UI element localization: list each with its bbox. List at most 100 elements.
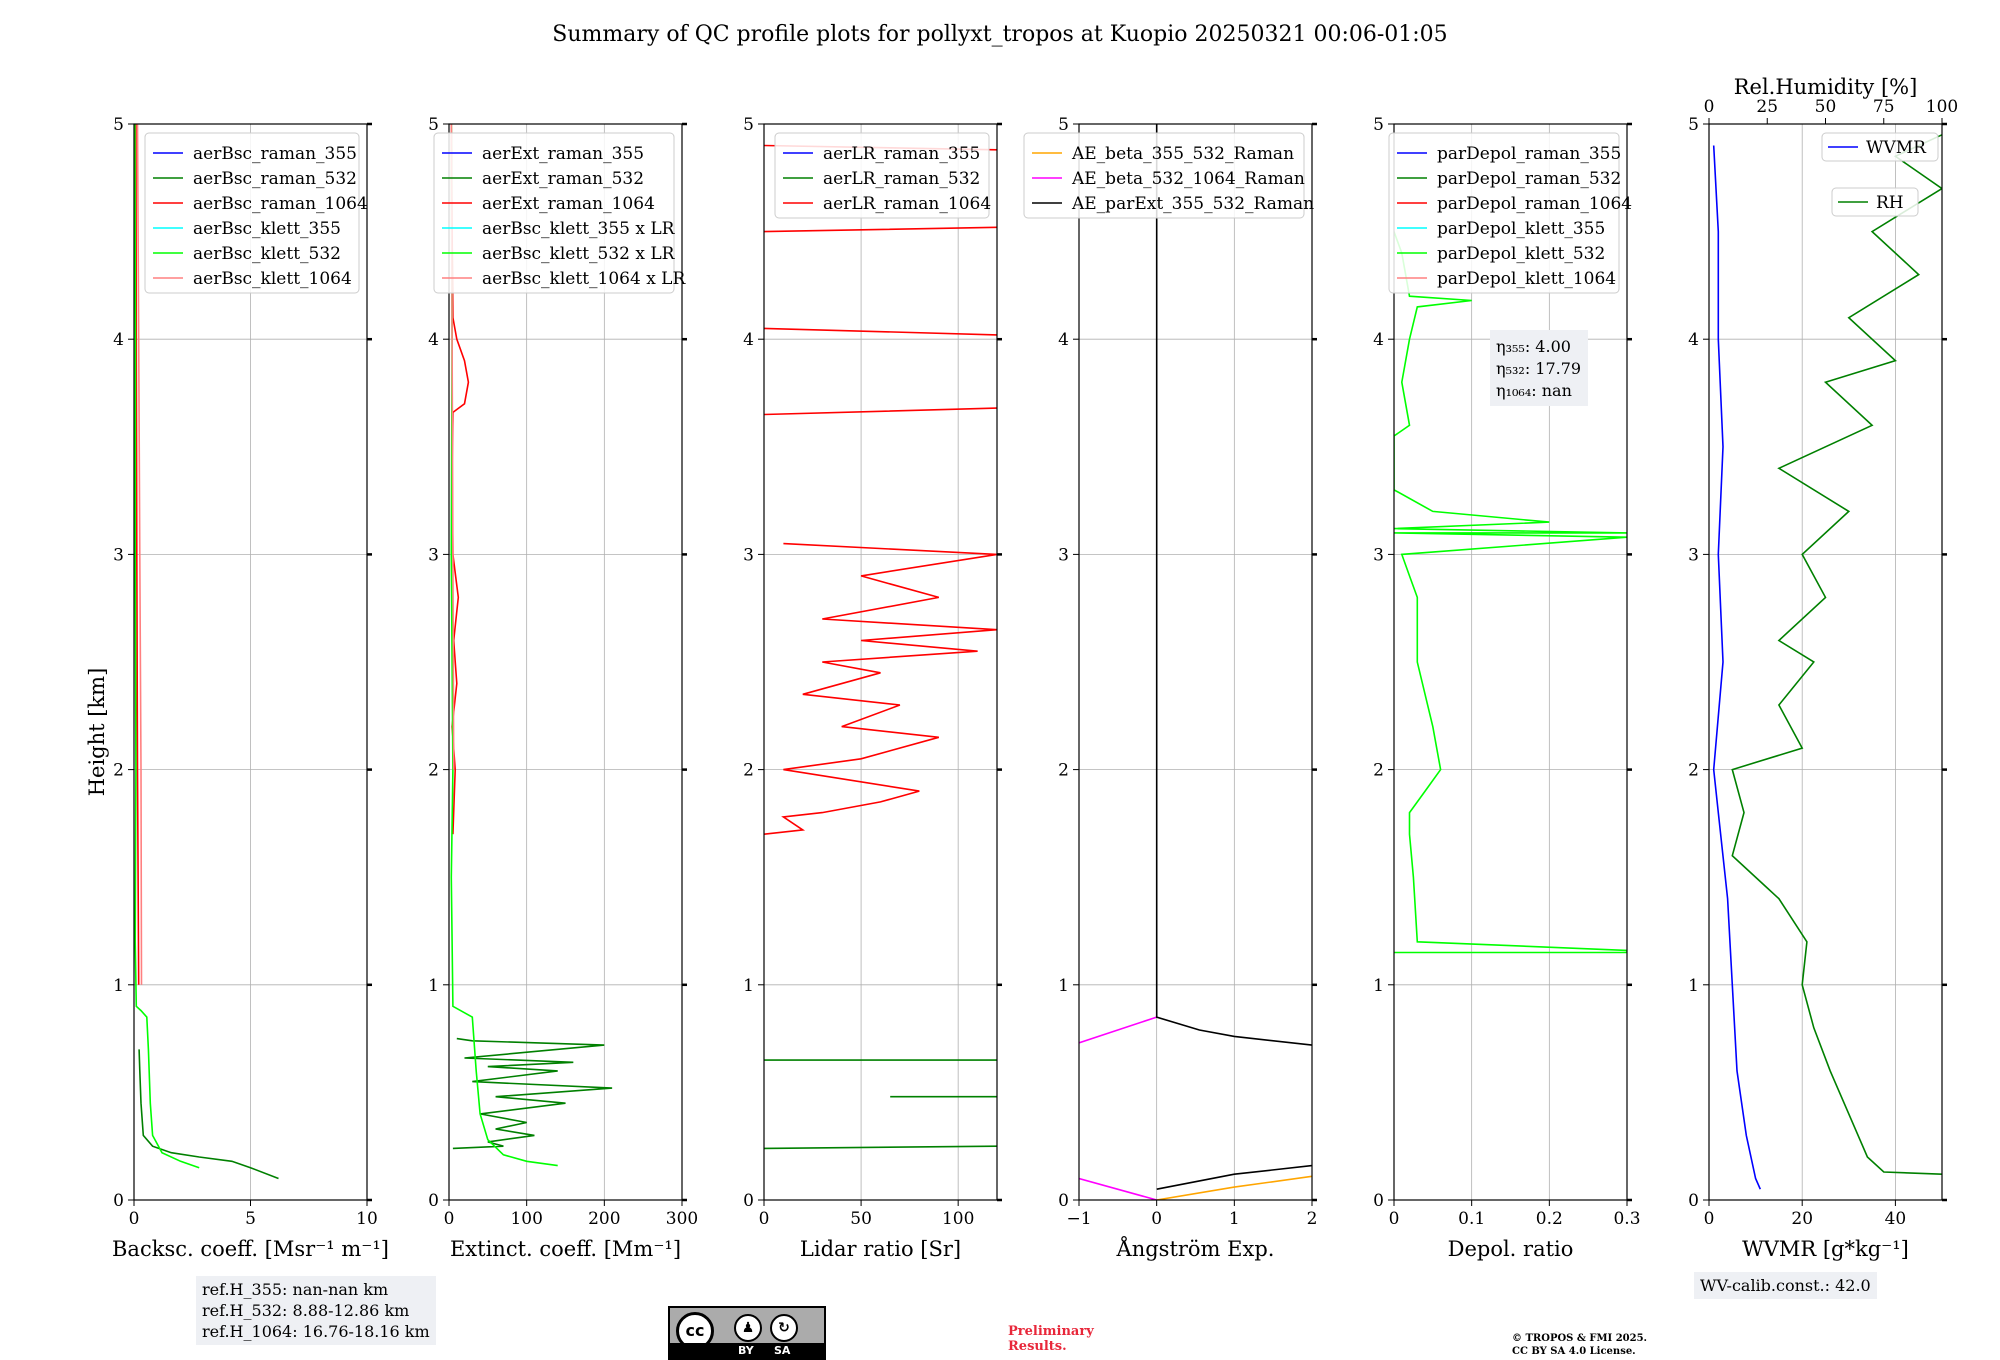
legend-entry-aerBsc_klett_532: aerBsc_klett_532 bbox=[193, 244, 341, 264]
plot-frame bbox=[1393, 123, 1628, 1201]
y-tick-label: 4 bbox=[1688, 330, 1699, 350]
y-tick-label: 5 bbox=[743, 115, 754, 135]
legend-entry-parDepol_raman_532: parDepol_raman_532 bbox=[1437, 169, 1621, 189]
legend-box bbox=[1821, 132, 1939, 162]
y-tick-label: 5 bbox=[1688, 115, 1699, 135]
x-tick-label: 20 bbox=[1791, 1209, 1813, 1229]
x-tick-label: −1 bbox=[1066, 1209, 1091, 1229]
x-axis-label: Extinct. coeff. [Mm⁻¹] bbox=[450, 1237, 681, 1261]
y-tick-label: 5 bbox=[113, 115, 124, 135]
series-group bbox=[1712, 134, 1942, 1190]
legend-entry-aerLR_raman_355: aerLR_raman_355 bbox=[823, 144, 980, 164]
y-tick-label: 0 bbox=[1373, 1191, 1384, 1211]
x2-tick-label: 25 bbox=[1756, 97, 1778, 117]
legend-entry-RH: RH bbox=[1876, 193, 1904, 213]
annotation-box bbox=[1490, 330, 1588, 406]
x-axis-label: Ångström Exp. bbox=[1116, 1236, 1275, 1261]
y-tick-label: 5 bbox=[1058, 115, 1069, 135]
series-line-aerBsc_klett_1064 bbox=[136, 124, 143, 985]
y-tick-label: 2 bbox=[428, 761, 439, 781]
x-tick-label: 0.2 bbox=[1536, 1209, 1563, 1229]
series-line-aerLR_raman_1064 bbox=[764, 144, 997, 835]
y-tick-label: 0 bbox=[1688, 1191, 1699, 1211]
legend-entry-aerBsc_klett_1064: aerBsc_klett_1064 bbox=[193, 269, 352, 289]
legend: AE_beta_355_532_Raman AE_beta_532_1064_Ra… bbox=[1023, 132, 1314, 219]
series-group bbox=[764, 144, 997, 1150]
legend-entry-aerBsc_klett_1064 x LR: aerBsc_klett_1064 x LR bbox=[482, 269, 686, 289]
panel-6: 0 20 40 0 1 2 3 4 5 WVMR [g*kg⁻¹] 0 25 50 75 100 Rel.Hu… bbox=[1688, 75, 1958, 1261]
legend: aerLR_raman_355 aerLR_raman_532 aerLR_rama… bbox=[774, 132, 991, 219]
y-tick-label: 4 bbox=[1058, 330, 1069, 350]
legend-entry-AE_beta_532_1064_Raman: AE_beta_532_1064_Raman bbox=[1071, 169, 1305, 189]
x-tick-label: 200 bbox=[588, 1209, 620, 1229]
x-axis-label: WVMR [g*kg⁻¹] bbox=[1742, 1237, 1909, 1261]
plot-frame bbox=[763, 123, 998, 1201]
y-tick-label: 2 bbox=[1688, 761, 1699, 781]
x2-tick-label: 0 bbox=[1704, 97, 1715, 117]
x-tick-label: 0 bbox=[1151, 1209, 1162, 1229]
refh-355: ref.H_355: nan-nan km bbox=[202, 1280, 389, 1299]
share-alike-icon: ↻ bbox=[770, 1314, 798, 1342]
y-tick-label: 3 bbox=[428, 545, 439, 565]
x-tick-label: 40 bbox=[1885, 1209, 1907, 1229]
x-tick-label: 50 bbox=[850, 1209, 872, 1229]
series-line-AE_parExt_355_532_Raman bbox=[1155, 124, 1312, 1190]
x-axis-label: Depol. ratio bbox=[1448, 1237, 1574, 1261]
panel-3: 0 50 100 0 1 2 3 4 5 Lidar ratio [Sr] aerLR_raman_… bbox=[743, 115, 1002, 1261]
legend-entry-aerLR_raman_1064: aerLR_raman_1064 bbox=[823, 194, 991, 214]
series-line-aerBsc_raman_532 bbox=[138, 1049, 279, 1180]
x-axis-label: Lidar ratio [Sr] bbox=[800, 1237, 961, 1261]
legend-entry-aerBsc_klett_355 x LR: aerBsc_klett_355 x LR bbox=[482, 219, 676, 239]
x-tick-label: 100 bbox=[510, 1209, 542, 1229]
legend-entry-aerExt_raman_355: aerExt_raman_355 bbox=[482, 144, 644, 164]
y-tick-label: 1 bbox=[428, 976, 439, 996]
copyright-note: © TROPOS & FMI 2025. CC BY SA 4.0 Licens… bbox=[1512, 1333, 1648, 1357]
y-tick-label: 1 bbox=[113, 976, 124, 996]
legend-entry-aerBsc_raman_532: aerBsc_raman_532 bbox=[193, 169, 357, 189]
legend-entry-aerExt_raman_1064: aerExt_raman_1064 bbox=[482, 194, 655, 214]
series-line-aerBsc_raman_1064 bbox=[135, 124, 140, 985]
series-line-aerBsc_klett_532 x LR bbox=[450, 124, 558, 1167]
y-tick-label: 5 bbox=[1373, 115, 1384, 135]
x-tick-label: 10 bbox=[356, 1209, 378, 1229]
legend-box bbox=[144, 132, 360, 294]
legend-entry-parDepol_klett_532: parDepol_klett_532 bbox=[1437, 244, 1605, 264]
y-tick-label: 0 bbox=[428, 1191, 439, 1211]
y-tick-label: 4 bbox=[113, 330, 124, 350]
legend: parDepol_raman_355 parDepol_raman_532 parD… bbox=[1388, 132, 1632, 294]
panel-2: 0 100 200 300 0 1 2 3 4 5 Extinct. coeff. [Mm⁻¹] ae… bbox=[428, 115, 698, 1261]
series-line-AE_beta_532_1064_Raman bbox=[1079, 1016, 1157, 1200]
plot-frame bbox=[1078, 123, 1313, 1201]
legend-entry-aerExt_raman_532: aerExt_raman_532 bbox=[482, 169, 644, 189]
y-tick-label: 5 bbox=[428, 115, 439, 135]
legend: aerExt_raman_355 aerExt_raman_532 aerExt_r… bbox=[433, 132, 686, 294]
series-line-AE_beta_355_532_Raman bbox=[1156, 1175, 1312, 1200]
badge-band bbox=[670, 1343, 824, 1358]
x-tick-label: 0 bbox=[1704, 1209, 1715, 1229]
legend-entry-aerBsc_klett_532 x LR: aerBsc_klett_532 x LR bbox=[482, 244, 676, 264]
legend-entry-aerBsc_klett_355: aerBsc_klett_355 bbox=[193, 219, 341, 239]
y-tick-label: 3 bbox=[1688, 545, 1699, 565]
y-tick-label: 4 bbox=[743, 330, 754, 350]
plot-frame bbox=[1708, 123, 1943, 1201]
cc-license-badge: cc ♟ ↻ BY SA bbox=[668, 1306, 826, 1360]
plot-frame bbox=[448, 123, 683, 1201]
x-tick-label: 100 bbox=[942, 1209, 974, 1229]
y-tick-label: 4 bbox=[428, 330, 439, 350]
y-tick-label: 2 bbox=[1058, 761, 1069, 781]
x-tick-label: 0.1 bbox=[1458, 1209, 1485, 1229]
y-tick-label: 1 bbox=[743, 976, 754, 996]
legend-entry-parDepol_raman_1064: parDepol_raman_1064 bbox=[1437, 194, 1632, 214]
legend-entry-aerBsc_raman_355: aerBsc_raman_355 bbox=[193, 144, 357, 164]
series-line-aerBsc_klett_532 bbox=[134, 124, 200, 1169]
y-axis-label: Height [km] bbox=[85, 668, 109, 797]
x2-tick-label: 75 bbox=[1873, 97, 1895, 117]
x-tick-label: 5 bbox=[245, 1209, 256, 1229]
y-tick-label: 3 bbox=[1058, 545, 1069, 565]
y-tick-label: 1 bbox=[1373, 976, 1384, 996]
figure-title: Summary of QC profile plots for pollyxt_… bbox=[552, 22, 1448, 47]
series-group bbox=[450, 124, 613, 1167]
wv-calib-text: WV-calib.const.: 42.0 bbox=[1700, 1276, 1871, 1295]
